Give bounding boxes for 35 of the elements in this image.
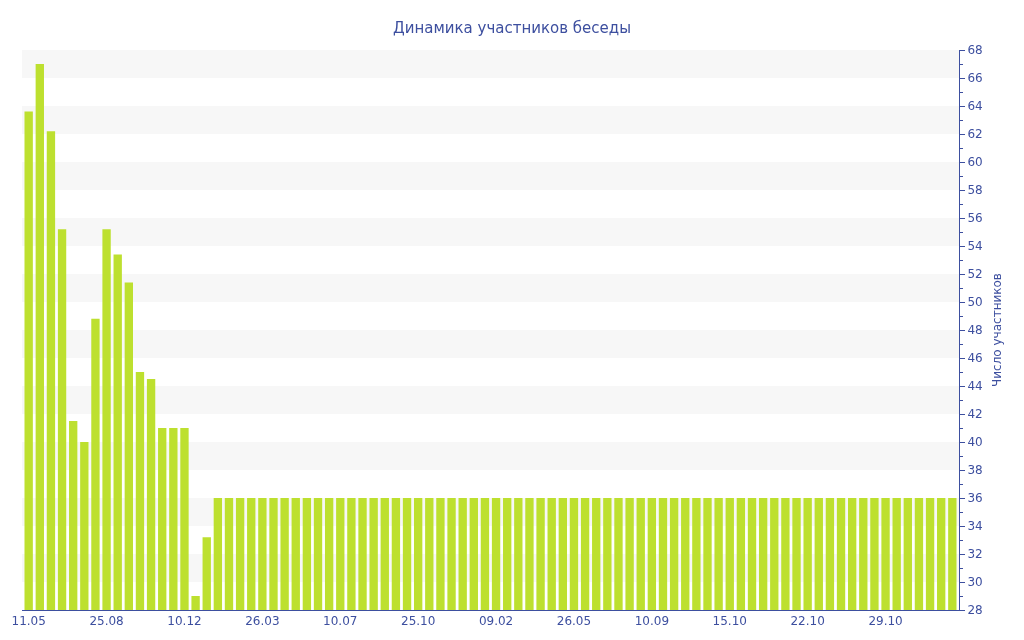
y-tick-label: 58: [967, 183, 983, 198]
x-tick-label: 11.05: [11, 614, 46, 629]
x-tick-label: 10.12: [167, 614, 202, 629]
y-tick-label: 30: [967, 575, 983, 590]
y-tick-label: 54: [967, 239, 983, 254]
x-tick-label: 15.10: [712, 614, 747, 629]
y-tick-label: 48: [967, 323, 983, 338]
y-tick-label: 28: [967, 603, 983, 618]
y-tick-label: 46: [967, 351, 983, 366]
y-tick-label: 40: [967, 435, 983, 450]
x-tick-label: 29.10: [868, 614, 903, 629]
y-tick-label: 64: [967, 99, 983, 114]
x-tick-label: 26.05: [556, 614, 592, 629]
y-axis-title: Число участников: [989, 273, 1004, 387]
chart-title: Динамика участников беседы: [392, 18, 632, 37]
x-tick-label: 26.03: [245, 614, 280, 629]
x-tick-label: 22.10: [790, 614, 825, 629]
y-tick-label: 66: [967, 71, 983, 86]
x-tick-label: 25.10: [400, 614, 436, 629]
y-tick-label: 42: [967, 407, 983, 422]
y-tick-label: 38: [967, 463, 983, 478]
x-tick-label: 09.02: [478, 614, 514, 629]
y-tick-label: 60: [967, 155, 983, 170]
x-tick-label: 25.08: [89, 614, 124, 629]
y-tick-label: 34: [967, 519, 983, 534]
x-tick-label: 10.07: [323, 614, 358, 629]
y-tick-label: 62: [967, 127, 983, 142]
y-tick-label: 50: [967, 295, 983, 310]
y-tick-label: 52: [967, 267, 983, 282]
x-tick-label: 10.09: [634, 614, 670, 629]
y-tick-label: 44: [967, 379, 983, 394]
y-tick-label: 32: [967, 547, 983, 562]
y-tick-label: 68: [967, 43, 983, 58]
y-tick-label: 36: [967, 491, 983, 506]
y-tick-label: 56: [967, 211, 983, 226]
